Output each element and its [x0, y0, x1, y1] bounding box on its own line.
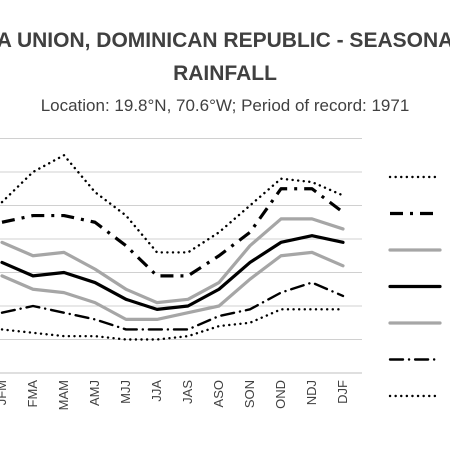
x-tick-label: JJA [149, 380, 164, 402]
x-tick-label: JFM [0, 380, 9, 405]
series-line-4 [0, 234, 345, 311]
series-line-5 [0, 250, 345, 321]
series-line-1 [0, 154, 345, 254]
x-tick-label: DJF [335, 380, 350, 404]
x-tick-label: NDJ [304, 380, 319, 405]
x-axis-ticks: JFM FMA MAM AMJ MJJ JJA JAS ASO SON OND NDJ DJF [0, 380, 350, 411]
x-tick-label: ASO [211, 380, 226, 407]
x-tick-label: FMA [25, 380, 40, 408]
x-tick-label: OND [273, 380, 288, 409]
chart-subtitle: Location: 19.8°N, 70.6°W; Period of reco… [41, 96, 410, 115]
series-line-7 [0, 308, 345, 341]
legend [388, 175, 442, 398]
x-tick-label: MAM [56, 380, 71, 410]
series-layer [0, 154, 345, 341]
series-line-6 [0, 281, 345, 331]
x-tick-label: MJJ [118, 380, 133, 404]
series-line-2 [1, 187, 344, 278]
chart-title-line-2: RAINFALL [173, 62, 277, 85]
series-line-3 [0, 217, 345, 305]
x-tick-label: JAS [180, 380, 195, 404]
chart-title-line-1: LA UNION, DOMINICAN REPUBLIC - SEASONAL [0, 29, 450, 52]
x-tick-label: AMJ [87, 380, 102, 406]
x-tick-label: SON [242, 380, 257, 408]
